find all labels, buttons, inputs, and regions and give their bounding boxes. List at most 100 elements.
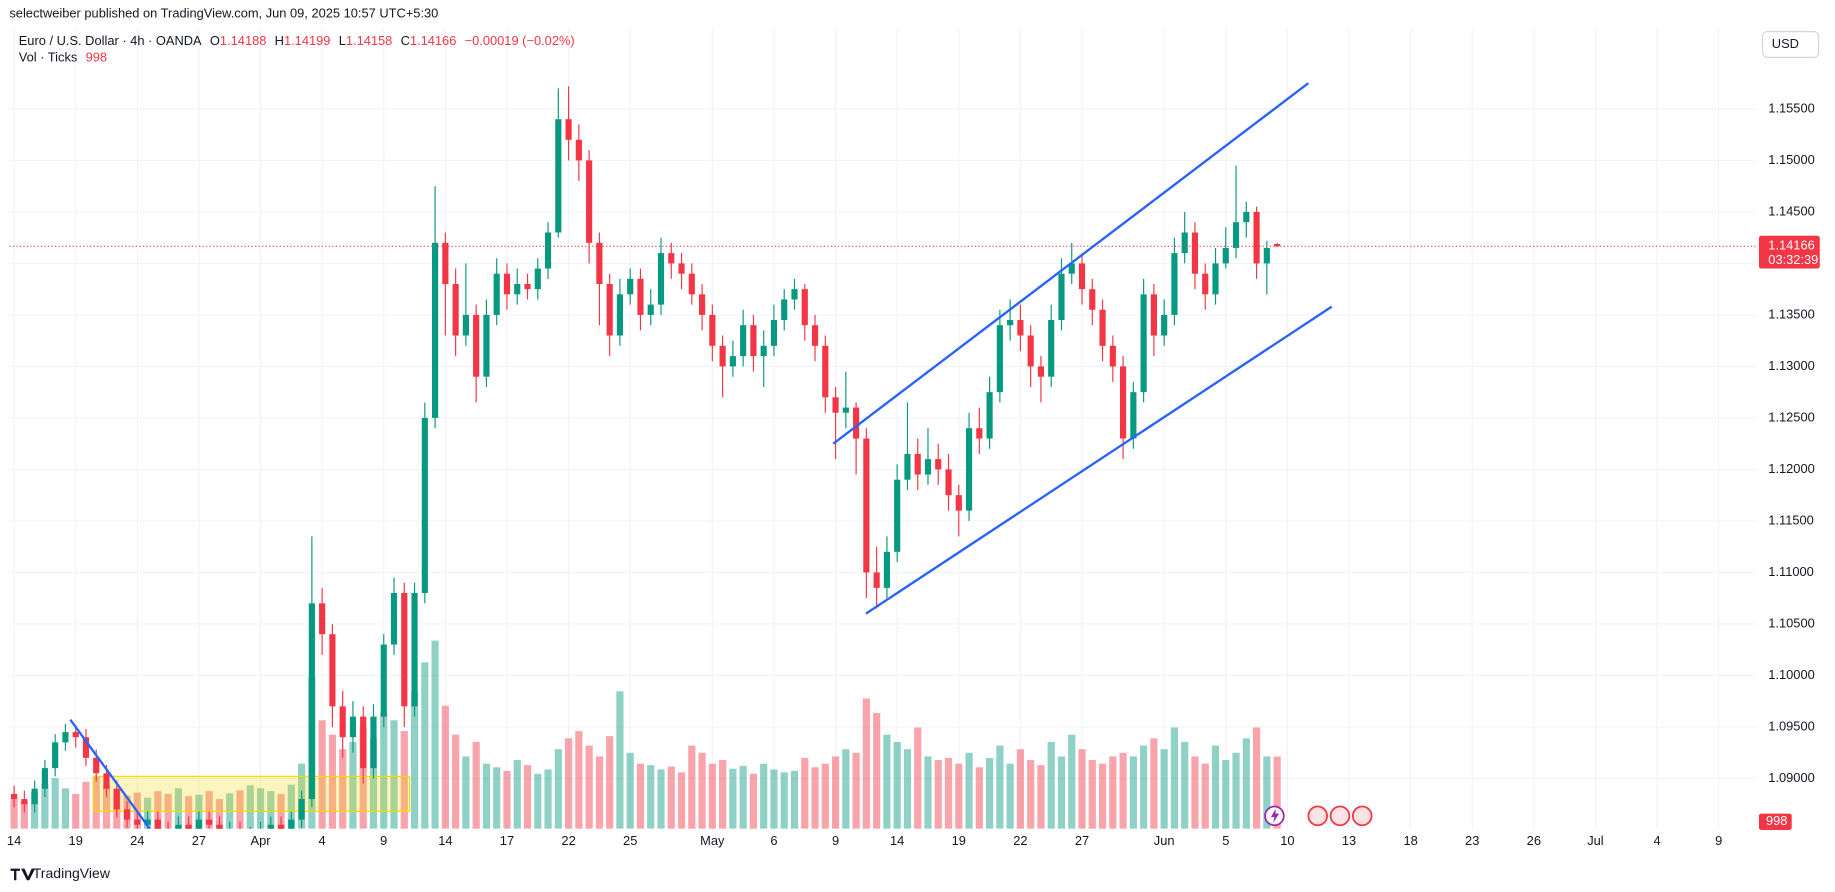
volume-bar: [1150, 738, 1158, 829]
x-tick-label: 25: [623, 833, 637, 848]
y-tick-label: 1.09500: [1768, 718, 1814, 733]
volume-bar: [955, 763, 963, 829]
volume-bar: [873, 713, 881, 829]
volume-bar: [1222, 760, 1230, 829]
candle-body: [637, 278, 644, 315]
candle-body: [524, 284, 531, 290]
volume-bar: [862, 698, 870, 829]
flag-icon[interactable]: [1307, 805, 1328, 827]
volume-bar: [893, 741, 901, 829]
lightning-icon: [1270, 808, 1280, 823]
y-tick-label: 1.11000: [1768, 564, 1814, 579]
y-tick-label: 1.12500: [1768, 409, 1814, 424]
candle-body: [801, 289, 808, 326]
candle-body: [1099, 309, 1106, 346]
volume-bar: [51, 778, 59, 829]
x-tick-label: 17: [500, 833, 514, 848]
volume-bar: [811, 767, 819, 829]
candle-body: [873, 572, 880, 588]
volume-bar: [975, 767, 983, 829]
candle-body: [1181, 232, 1188, 254]
x-tick-label: May: [700, 833, 725, 848]
currency-button[interactable]: [1761, 31, 1820, 58]
volume-bar: [369, 738, 378, 829]
y-tick-label: 1.09000: [1768, 770, 1814, 785]
open-label: O: [210, 34, 220, 49]
brand-name: TradingView: [33, 865, 111, 881]
volume-bar: [595, 756, 603, 829]
candle-body: [853, 407, 860, 439]
volume-bar: [236, 790, 244, 829]
candle-body: [1253, 211, 1260, 264]
flag-icon[interactable]: [1351, 805, 1373, 827]
axes: 14 19 24 27 Apr 4 9 14 17 22 25 May 6 9 14 19 22 27 Jun 5 10…: [7, 100, 1820, 848]
candle-body: [935, 459, 942, 470]
candle-body: [668, 253, 675, 264]
y-tick-label: 1.13000: [1768, 358, 1814, 373]
candle-body: [380, 644, 387, 717]
x-tick-label: 13: [1342, 833, 1356, 848]
candle-body: [791, 289, 798, 300]
volume-bar: [441, 705, 449, 829]
volume-bar: [1006, 763, 1014, 829]
volume-bar: [1273, 756, 1281, 829]
candle-body: [421, 417, 428, 594]
candle-body: [544, 232, 552, 269]
volume-bar: [729, 768, 737, 829]
candle-body: [11, 793, 18, 800]
candle-body: [82, 737, 90, 758]
volume-bar: [914, 727, 922, 829]
currency-label[interactable]: USD: [1772, 36, 1799, 51]
volume-bar: [472, 741, 480, 829]
candle-body: [770, 320, 778, 346]
volume-bar: [61, 788, 70, 829]
candle-body: [750, 325, 757, 357]
grid: [9, 28, 1756, 829]
candle-body: [185, 824, 192, 829]
volume-bar: [1211, 745, 1220, 829]
y-tick-label: 1.10000: [1768, 667, 1814, 682]
published-line: selectweiber published on TradingView.co…: [9, 5, 438, 20]
x-tick-label: 14: [7, 833, 21, 848]
candle-body: [1007, 320, 1014, 326]
candle-body: [432, 242, 439, 418]
candle-body: [411, 593, 418, 707]
volume-badge-label: 998: [1766, 813, 1787, 828]
volume-bar: [174, 788, 182, 829]
volume-bar: [513, 760, 521, 829]
candle-body: [329, 634, 336, 707]
volume-bar: [688, 745, 696, 829]
volume-bar: [1098, 763, 1107, 829]
candle-body: [976, 428, 983, 439]
volume-bar: [380, 713, 388, 829]
volume-bar: [626, 752, 634, 829]
candle-body: [1243, 211, 1250, 223]
volume-bar: [944, 757, 953, 829]
x-tick-label: 9: [1715, 833, 1722, 848]
candle-body: [1232, 222, 1240, 248]
candle-body: [832, 397, 839, 413]
volume-bar: [1037, 765, 1045, 829]
x-tick-label: 9: [380, 833, 387, 848]
candle-body: [822, 345, 829, 398]
x-tick-label: 10: [1280, 833, 1294, 848]
candle-body: [308, 603, 315, 800]
volume-bar: [698, 752, 706, 829]
volume-bar: [554, 749, 562, 829]
volume-bar: [934, 760, 942, 829]
candle-body: [1130, 392, 1137, 439]
volume-bar: [1088, 760, 1096, 829]
volume-bar: [287, 784, 295, 829]
volume-bar: [154, 791, 162, 829]
volume-bar: [636, 763, 645, 829]
flag-icon[interactable]: [1329, 805, 1351, 827]
x-tick-label: 23: [1465, 833, 1479, 848]
volume-bar: [1140, 745, 1148, 829]
volume-bar: [431, 640, 439, 829]
volume-bar: [72, 794, 80, 829]
volume-bar: [801, 757, 809, 829]
candle-body: [144, 819, 151, 825]
volume-bar: [842, 749, 850, 829]
countdown-label: 03:32:39: [1768, 252, 1818, 267]
x-tick-label: 27: [192, 833, 206, 848]
